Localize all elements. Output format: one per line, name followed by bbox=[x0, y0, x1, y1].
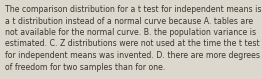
Text: of freedom for two samples than for one.: of freedom for two samples than for one. bbox=[5, 62, 165, 71]
Text: for independent means was invented. D. there are more degrees: for independent means was invented. D. t… bbox=[5, 51, 260, 60]
Text: The comparison distribution for a t test for independent means is: The comparison distribution for a t test… bbox=[5, 5, 261, 14]
Text: not available for the normal curve. B. the population variance is: not available for the normal curve. B. t… bbox=[5, 28, 256, 37]
Text: estimated. C. Z distributions were not used at the time the t test: estimated. C. Z distributions were not u… bbox=[5, 40, 260, 49]
Text: a t distribution instead of a normal curve because A. tables are: a t distribution instead of a normal cur… bbox=[5, 17, 253, 26]
